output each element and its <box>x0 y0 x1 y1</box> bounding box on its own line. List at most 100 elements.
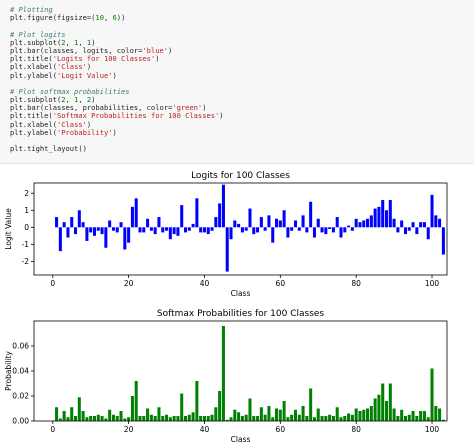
bar <box>123 418 127 421</box>
bar <box>187 414 191 421</box>
bar <box>267 215 271 228</box>
bar <box>229 227 233 240</box>
x-tick-label: 60 <box>276 279 286 288</box>
bar <box>244 227 248 231</box>
y-tick-label: 0.06 <box>12 342 29 351</box>
bar <box>85 227 89 241</box>
bar <box>119 411 123 421</box>
code-token: 'Logit Value' <box>56 70 113 80</box>
bar <box>354 218 358 228</box>
bar <box>206 416 210 421</box>
bar <box>191 223 195 228</box>
bar <box>233 409 237 421</box>
bar <box>434 215 438 228</box>
bar <box>438 408 442 421</box>
code-token: , <box>78 95 87 105</box>
bar <box>415 416 419 421</box>
x-tick-label: 60 <box>276 425 286 434</box>
code-token: ) <box>86 62 92 72</box>
chart-title: Softmax Probabilities for 100 Classes <box>157 309 325 319</box>
bar <box>278 220 282 228</box>
bar <box>328 414 332 421</box>
bar <box>381 200 385 228</box>
bar <box>195 198 199 228</box>
bar <box>419 222 423 228</box>
bar <box>92 227 96 236</box>
bar <box>411 222 415 228</box>
bar <box>275 218 279 228</box>
code-token: 6 <box>112 13 117 23</box>
figure-output: 0 20 40 60 80 100 -2 -1 0 1 2 Logits for 100 Classe… <box>4 171 448 444</box>
code-token: ) <box>202 103 207 113</box>
bar <box>104 418 108 421</box>
bar <box>237 412 241 421</box>
bar <box>309 388 313 421</box>
bar <box>146 218 150 228</box>
bar <box>134 198 138 228</box>
x-tick-label: 40 <box>200 425 210 434</box>
code-token: ) <box>112 127 117 137</box>
y-tick-label: 0.04 <box>12 367 29 376</box>
chart-logits <box>31 182 448 278</box>
code-line: plt.xlabel('Class') <box>10 63 474 71</box>
bar <box>225 419 229 421</box>
code-token: , <box>78 37 87 47</box>
bar <box>403 227 407 235</box>
bar <box>347 413 351 421</box>
bar <box>411 411 415 421</box>
bar <box>202 227 206 233</box>
bar <box>384 401 389 421</box>
bar <box>74 227 78 235</box>
bar <box>331 227 335 233</box>
bar <box>172 416 176 421</box>
bar <box>381 383 385 421</box>
code-line: plt.xlabel('Class') <box>10 120 474 129</box>
bar <box>127 417 131 421</box>
y-tick-label: 0.00 <box>12 417 29 426</box>
bar <box>165 227 169 231</box>
bar <box>419 411 423 421</box>
bar <box>366 218 370 228</box>
code-cell[interactable]: # Plotting plt.figure(figsize=(10, 6)) # P… <box>0 0 474 164</box>
bar <box>100 416 104 421</box>
y-tick-label: 2 <box>24 189 29 198</box>
bar <box>426 227 430 240</box>
bar <box>168 417 172 421</box>
bar <box>142 227 146 233</box>
bar <box>149 414 153 421</box>
x-tick-label: 20 <box>124 279 134 288</box>
bar <box>70 217 74 228</box>
bar <box>275 408 279 421</box>
bar <box>85 417 89 421</box>
code-token: 'Probability' <box>56 127 113 137</box>
bar <box>407 227 411 231</box>
code-token: # Plot logits <box>10 29 66 39</box>
code-line: plt.tight_layout() <box>10 145 474 153</box>
y-tick-label: 1 <box>24 206 29 215</box>
bar <box>282 210 286 228</box>
bar <box>347 225 351 228</box>
bar <box>248 398 252 421</box>
code-line: plt.ylabel('Logit Value') <box>10 70 474 80</box>
bar <box>161 416 165 421</box>
bar <box>81 222 85 228</box>
bar <box>369 406 373 421</box>
code-token: , <box>65 95 75 105</box>
bar <box>400 220 404 228</box>
axes-frame <box>33 182 448 276</box>
code-token: 'blue' <box>142 45 169 55</box>
code-token: # Plot softmax probabilities <box>10 86 130 96</box>
y-tick-label: 0.02 <box>12 392 29 401</box>
chart-probabilities <box>31 320 448 424</box>
bar <box>343 227 347 233</box>
bar <box>248 208 252 228</box>
bar <box>331 416 335 421</box>
code-token: plt.title( <box>10 54 53 64</box>
bar <box>176 227 180 236</box>
code-token: plt.tight_layout() <box>10 144 87 154</box>
bar <box>407 414 411 421</box>
bar <box>271 417 275 421</box>
bar <box>62 222 66 228</box>
bar <box>278 409 282 421</box>
code-token: 1 <box>86 37 92 47</box>
